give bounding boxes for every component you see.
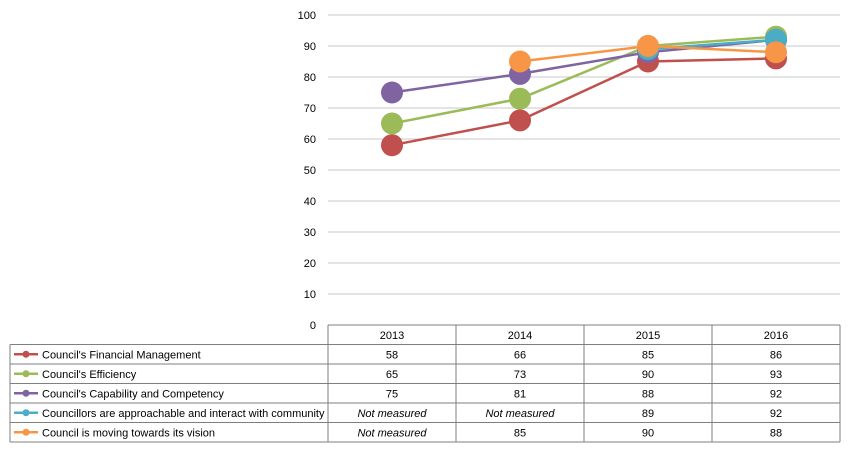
data-point [509, 109, 531, 132]
y-tick-label: 10 [304, 289, 316, 301]
y-tick-label: 40 [304, 196, 316, 208]
y-tick-label: 50 [304, 165, 316, 177]
y-tick-label: 80 [304, 72, 316, 84]
data-value-label: 73 [514, 369, 526, 381]
data-value-label: 93 [770, 369, 782, 381]
series-line [391, 38, 777, 94]
data-value-label: 92 [770, 408, 782, 420]
data-value-label: 92 [770, 388, 782, 400]
y-tick-label: 60 [304, 134, 316, 146]
legend-series-name: Council's Efficiency [42, 369, 137, 381]
y-tick-label: 100 [298, 10, 316, 22]
y-tick-label: 20 [304, 258, 316, 270]
series-line [391, 35, 777, 125]
y-axis-tick-labels: 0 10 20 30 40 50 60 70 80 90 100 [298, 10, 316, 332]
series-line [391, 57, 777, 147]
data-point [765, 41, 787, 64]
not-measured-label: Not measured [485, 408, 555, 420]
data-value-label: 88 [642, 388, 654, 400]
not-measured-label: Not measured [357, 427, 427, 439]
data-value-label: 90 [642, 369, 654, 381]
data-point [381, 134, 403, 157]
x-category-label: 2014 [508, 330, 532, 342]
y-tick-label: 90 [304, 41, 316, 53]
data-point [509, 87, 531, 110]
x-category-label: 2016 [764, 330, 788, 342]
x-category-label: 2013 [380, 330, 404, 342]
gridlines [328, 14, 840, 326]
legend-series-name: Councillors are approachable and interac… [42, 408, 325, 420]
data-point [381, 81, 403, 104]
series-lines [381, 25, 787, 157]
data-value-label: 65 [386, 369, 398, 381]
data-table: 2013 2014 2015 2016 Council's Financial Mana… [9, 324, 841, 443]
data-value-label: 66 [514, 349, 526, 361]
data-value-label: 89 [642, 408, 654, 420]
y-tick-label: 0 [310, 320, 316, 332]
data-value-label: 85 [514, 427, 526, 439]
legend-series-name: Council's Financial Management [42, 349, 201, 361]
legend-key-marker [22, 389, 30, 397]
data-point [637, 35, 659, 57]
data-value-label: 90 [642, 427, 654, 439]
data-value-label: 86 [770, 349, 782, 361]
data-value-label: 58 [386, 349, 398, 361]
legend-key-marker [22, 409, 30, 417]
data-value-label: 75 [386, 388, 398, 400]
data-value-label: 88 [770, 427, 782, 439]
legend-key-marker [22, 370, 30, 378]
data-point [509, 50, 531, 73]
y-tick-label: 70 [304, 103, 316, 115]
legend-series-name: Council is moving towards its vision [42, 427, 215, 439]
data-value-label: 85 [642, 349, 654, 361]
x-category-label: 2015 [636, 330, 660, 342]
data-point [381, 112, 403, 135]
not-measured-label: Not measured [357, 408, 427, 420]
y-tick-label: 30 [304, 227, 316, 239]
legend-key-marker [22, 428, 30, 436]
legend-series-name: Council's Capability and Competency [42, 388, 224, 400]
data-value-label: 81 [514, 388, 526, 400]
legend-key-marker [22, 350, 30, 358]
